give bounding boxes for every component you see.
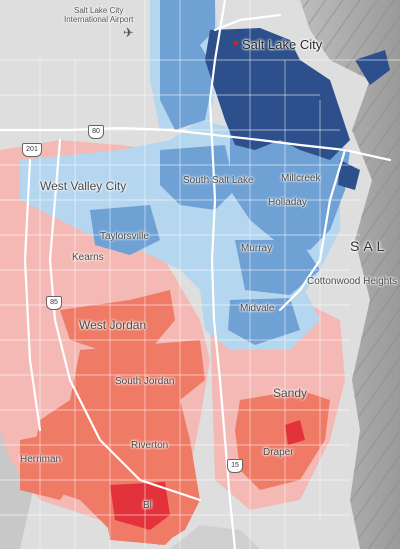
label-sal: SAL: [350, 238, 389, 254]
label-draper: Draper: [263, 447, 294, 458]
highway-shield-201: 201: [22, 143, 42, 157]
label-riverton: Riverton: [131, 440, 169, 451]
label-taylorsville: Taylorsville: [100, 231, 149, 242]
label-herriman: Herriman: [20, 454, 62, 465]
zone-dark-blue-millcreek: [338, 160, 360, 190]
i80-freeway: [0, 126, 392, 162]
label-millcreek: Millcreek: [281, 173, 321, 184]
zone-mid-blue-south-salt-lake: [160, 145, 235, 210]
star-icon: ★: [231, 38, 240, 49]
zone-dark-blue-east: [355, 50, 390, 85]
label-midvale: Midvale: [240, 303, 275, 314]
mountain-view-corridor: [23, 158, 42, 432]
airport-label-text: Salt Lake City International Airport: [64, 6, 134, 24]
airport-label: Salt Lake City International Airport: [64, 6, 133, 24]
label-bluffdale: Bl: [143, 500, 152, 511]
zone-salmon-draper: [235, 390, 330, 490]
zone-red-south: [110, 482, 170, 530]
zone-salmon-herriman: [20, 430, 80, 500]
label-holladay: Holladay: [268, 197, 307, 208]
wasatch-ridges: [300, 0, 400, 549]
zone-mid-blue-murray: [235, 240, 320, 295]
label-cottonwood-heights: Cottonwood Heights: [307, 276, 398, 287]
label-sandy: Sandy: [273, 386, 308, 400]
airplane-icon: ✈: [123, 25, 134, 40]
zone-dark-blue-downtown: [205, 28, 350, 160]
traverse-hills: [170, 525, 260, 549]
zone-red-draper: [285, 420, 305, 445]
label-south-jordan: South Jordan: [115, 376, 175, 387]
zone-mid-blue-taylorsville: [90, 205, 160, 255]
bangerter-highway: [48, 138, 202, 502]
label-salt-lake-city: Salt Lake City: [242, 37, 323, 52]
i15-spur: [213, 13, 282, 32]
zone-mid-blue-north: [160, 0, 215, 130]
interstate-shield-80: 80: [88, 125, 104, 139]
highway-shield-85: 85: [46, 296, 62, 310]
zone-mid-blue-midvale: [228, 298, 300, 345]
label-west-jordan: West Jordan: [79, 318, 147, 332]
i15-freeway: [208, 0, 237, 549]
label-west-valley-city: West Valley City: [40, 179, 127, 193]
label-south-salt-lake: South Salt Lake: [183, 175, 254, 186]
interstate-shield-15: 15: [227, 459, 243, 473]
label-kearns: Kearns: [72, 252, 104, 263]
label-murray: Murray: [241, 243, 273, 254]
i215-freeway: [278, 148, 347, 312]
